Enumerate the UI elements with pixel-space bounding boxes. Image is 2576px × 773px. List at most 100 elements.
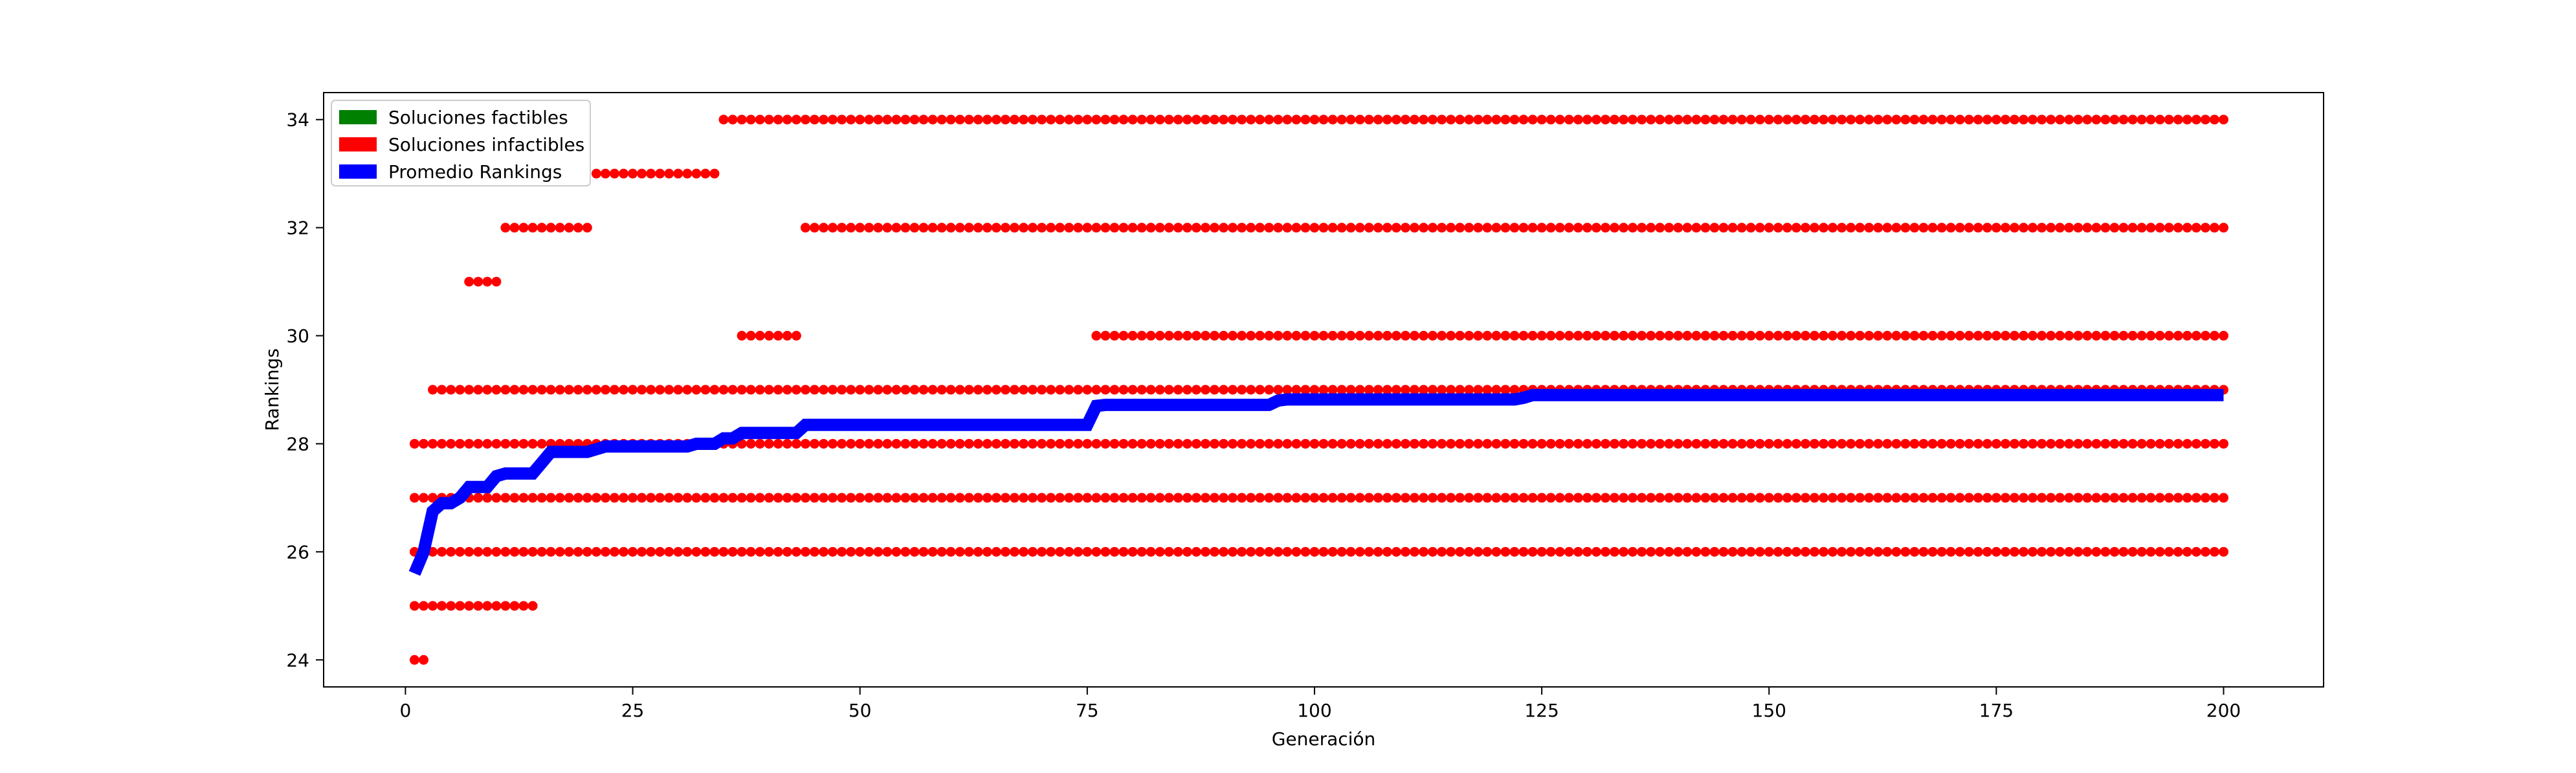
infeasible-point (1828, 223, 1838, 233)
infeasible-point (964, 223, 974, 233)
infeasible-point (1309, 493, 1320, 503)
infeasible-point (518, 223, 529, 233)
infeasible-point (2064, 223, 2074, 233)
infeasible-point (1118, 331, 1129, 341)
infeasible-point (1164, 115, 1174, 125)
infeasible-point (918, 546, 929, 557)
infeasible-point (1019, 438, 1028, 449)
infeasible-point (1900, 438, 1911, 449)
infeasible-point (1127, 115, 1138, 125)
infeasible-point (1046, 438, 1056, 449)
infeasible-point (1219, 223, 1228, 233)
infeasible-point (1509, 385, 1520, 395)
infeasible-point (1527, 438, 1538, 449)
infeasible-point (1019, 493, 1028, 503)
infeasible-point (1527, 223, 1538, 233)
infeasible-point (991, 385, 1001, 395)
infeasible-point (1773, 546, 1783, 557)
infeasible-point (1400, 385, 1410, 395)
infeasible-point (2200, 438, 2210, 449)
infeasible-point (1882, 493, 1893, 503)
infeasible-point (1355, 493, 1365, 503)
infeasible-point (455, 438, 465, 449)
infeasible-point (600, 546, 610, 557)
x-tick-label: 25 (621, 700, 645, 721)
infeasible-point (1727, 546, 1738, 557)
infeasible-point (1318, 115, 1329, 125)
infeasible-point (2219, 546, 2228, 557)
infeasible-point (1300, 493, 1311, 503)
infeasible-point (1746, 331, 1756, 341)
infeasible-point (1046, 385, 1056, 395)
infeasible-point (1118, 546, 1129, 557)
infeasible-point (1882, 115, 1893, 125)
infeasible-point (1664, 223, 1674, 233)
infeasible-point (2137, 493, 2147, 503)
infeasible-point (1491, 115, 1502, 125)
infeasible-point (500, 546, 511, 557)
infeasible-point (1918, 115, 1929, 125)
infeasible-point (1855, 438, 1865, 449)
infeasible-point (1309, 546, 1320, 557)
infeasible-point (1219, 438, 1228, 449)
infeasible-point (2182, 331, 2192, 341)
infeasible-point (1409, 546, 1419, 557)
infeasible-point (1891, 115, 1902, 125)
infeasible-point (2182, 223, 2192, 233)
infeasible-point (1300, 115, 1311, 125)
infeasible-point (2137, 331, 2147, 341)
infeasible-point (1555, 223, 1565, 233)
infeasible-point (473, 493, 483, 503)
infeasible-point (1782, 493, 1792, 503)
infeasible-point (409, 493, 419, 503)
infeasible-point (791, 385, 801, 395)
infeasible-point (2146, 223, 2156, 233)
infeasible-point (1764, 223, 1774, 233)
infeasible-point (773, 331, 783, 341)
infeasible-point (1927, 331, 1938, 341)
infeasible-point (882, 493, 893, 503)
infeasible-point (1882, 331, 1893, 341)
infeasible-point (1109, 223, 1120, 233)
infeasible-point (1937, 438, 1947, 449)
infeasible-point (873, 546, 883, 557)
infeasible-point (737, 546, 747, 557)
infeasible-point (882, 438, 893, 449)
infeasible-point (1937, 493, 1947, 503)
infeasible-point (1191, 115, 1201, 125)
infeasible-point (1291, 385, 1302, 395)
infeasible-point (2091, 331, 2102, 341)
infeasible-point (1591, 331, 1601, 341)
infeasible-point (1182, 385, 1192, 395)
infeasible-point (1491, 331, 1502, 341)
infeasible-point (718, 546, 729, 557)
infeasible-point (482, 601, 493, 611)
infeasible-point (1327, 493, 1338, 503)
infeasible-point (1327, 223, 1338, 233)
infeasible-point (482, 546, 493, 557)
infeasible-point (755, 385, 765, 395)
infeasible-point (1828, 493, 1838, 503)
infeasible-point (1773, 493, 1783, 503)
infeasible-point (1200, 331, 1210, 341)
infeasible-point (1964, 223, 1974, 233)
infeasible-point (1727, 115, 1738, 125)
infeasible-point (1300, 438, 1311, 449)
infeasible-point (1619, 115, 1628, 125)
infeasible-point (2182, 115, 2192, 125)
infeasible-point (746, 385, 756, 395)
infeasible-point (1000, 493, 1010, 503)
infeasible-point (591, 546, 601, 557)
infeasible-point (1091, 438, 1102, 449)
infeasible-point (1773, 438, 1783, 449)
infeasible-point (1337, 331, 1347, 341)
infeasible-point (464, 276, 474, 287)
infeasible-point (1346, 493, 1356, 503)
x-tick-label: 75 (1076, 700, 1099, 721)
infeasible-point (1309, 438, 1320, 449)
infeasible-point (1737, 331, 1747, 341)
infeasible-point (1837, 331, 1847, 341)
infeasible-point (2028, 493, 2038, 503)
infeasible-point (564, 546, 574, 557)
infeasible-point (973, 385, 983, 395)
